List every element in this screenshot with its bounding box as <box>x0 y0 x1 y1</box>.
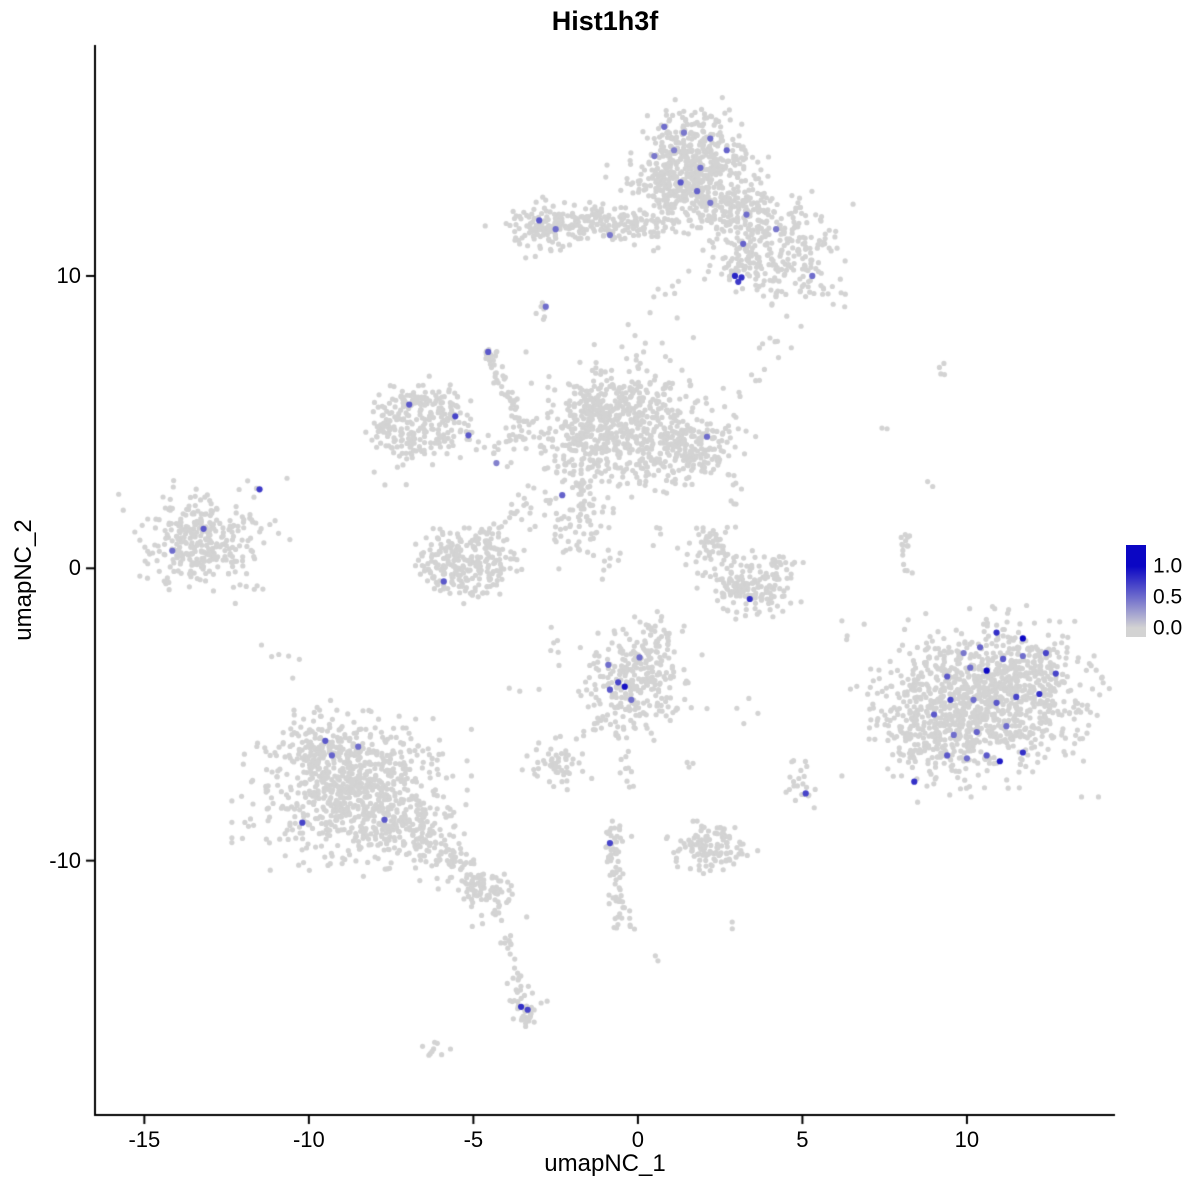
colorbar-tick-label: 0.5 <box>1153 585 1183 609</box>
plot-title: Hist1h3f <box>551 6 659 36</box>
x-tick-label: -10 <box>292 1127 325 1152</box>
x-tick-label: -5 <box>463 1127 484 1152</box>
colorbar-tick-label: 1.0 <box>1153 554 1183 578</box>
colorbar-gradient <box>1126 545 1146 637</box>
colorbar-tick-label: 0.0 <box>1153 616 1183 640</box>
colorbar-labels: 1.0 0.5 0.0 <box>1126 545 1200 640</box>
x-tick-label: -15 <box>128 1127 161 1152</box>
y-tick-label: -10 <box>49 847 81 873</box>
x-tick-label: 5 <box>796 1127 809 1152</box>
y-tick-label: 0 <box>68 555 81 581</box>
x-axis-label: umapNC_1 <box>544 1150 666 1177</box>
y-tick-label: 10 <box>56 262 81 288</box>
x-tick-label: 0 <box>631 1127 645 1152</box>
x-tick-label: 10 <box>954 1127 980 1152</box>
colorbar-legend: 1.0 0.5 0.0 <box>1126 545 1200 640</box>
y-axis-label: umapNC_2 <box>10 519 37 641</box>
